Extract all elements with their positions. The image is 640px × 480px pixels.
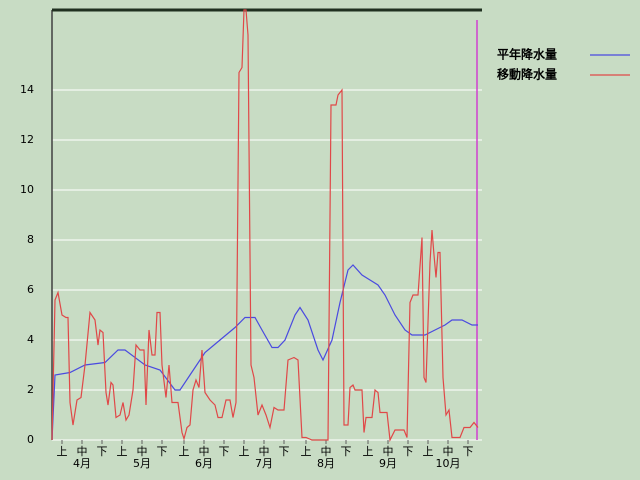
month-label: 8月	[317, 457, 335, 470]
x-tick-label: 上	[301, 445, 312, 458]
legend-label: 平年降水量	[497, 47, 557, 62]
month-label: 6月	[195, 457, 213, 470]
x-tick-label: 中	[77, 445, 88, 458]
x-tick-label: 中	[259, 445, 270, 458]
x-tick-label: 上	[239, 445, 250, 458]
x-tick-label: 中	[321, 445, 332, 458]
x-tick-label: 下	[219, 445, 230, 458]
month-label: 9月	[379, 457, 397, 470]
x-tick-label: 中	[137, 445, 148, 458]
y-tick-label: 12	[20, 133, 34, 146]
x-tick-label: 下	[341, 445, 352, 458]
y-tick-label: 10	[20, 183, 34, 196]
y-tick-label: 14	[20, 83, 34, 96]
month-label: 4月	[73, 457, 91, 470]
x-tick-label: 上	[57, 445, 68, 458]
x-tick-label: 上	[363, 445, 374, 458]
y-tick-label: 2	[27, 383, 34, 396]
legend-label: 移動降水量	[497, 67, 557, 82]
month-label: 7月	[255, 457, 273, 470]
x-tick-label: 下	[97, 445, 108, 458]
x-tick-label: 下	[157, 445, 168, 458]
x-tick-label: 下	[403, 445, 414, 458]
x-tick-label: 中	[443, 445, 454, 458]
x-tick-label: 下	[463, 445, 474, 458]
y-tick-label: 4	[27, 333, 34, 346]
x-tick-label: 下	[279, 445, 290, 458]
y-tick-label: 0	[27, 433, 34, 446]
y-tick-label: 8	[27, 233, 34, 246]
x-tick-label: 中	[383, 445, 394, 458]
series-line	[51, 9, 479, 443]
month-label: 10月	[436, 457, 461, 470]
x-tick-label: 中	[199, 445, 210, 458]
x-tick-label: 上	[423, 445, 434, 458]
month-label: 5月	[133, 457, 151, 470]
y-tick-label: 6	[27, 283, 34, 296]
x-tick-label: 上	[117, 445, 128, 458]
x-tick-label: 上	[179, 445, 190, 458]
